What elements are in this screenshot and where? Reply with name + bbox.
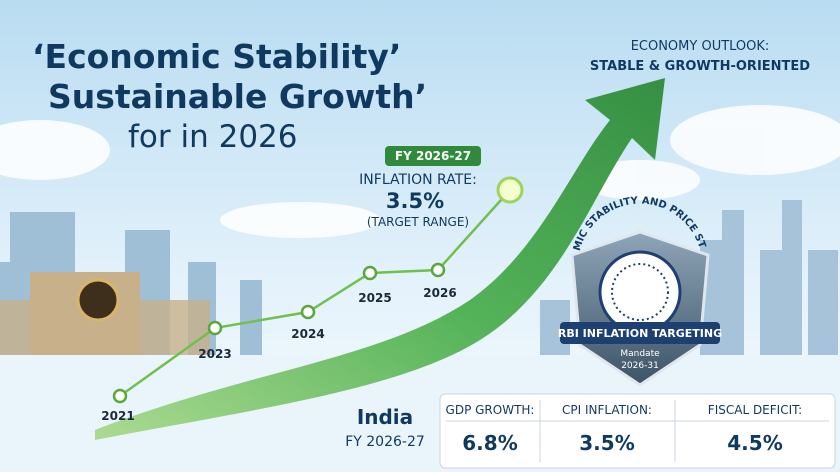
badge-sub: Mandate bbox=[620, 349, 660, 359]
metric-value: 6.8% bbox=[462, 431, 517, 455]
year-label: 2026 bbox=[423, 286, 456, 300]
callout-tag-bg bbox=[385, 146, 481, 166]
growth-arrow bbox=[95, 78, 665, 440]
title-line: Sustainable Growth’ bbox=[48, 77, 427, 116]
year-label: 2024 bbox=[291, 327, 324, 341]
metric-label: FISCAL DEFICIT: bbox=[708, 403, 802, 417]
badge-banner: RBI INFLATION TARGETING bbox=[558, 327, 722, 340]
badge-banner-bg bbox=[560, 322, 720, 344]
year-label: 2025 bbox=[358, 291, 391, 305]
metric-value: 4.5% bbox=[727, 431, 782, 455]
year-label: 2023 bbox=[198, 347, 231, 361]
outlook-label: ECONOMY OUTLOOK: bbox=[631, 39, 770, 54]
badge-spokes bbox=[611, 263, 669, 321]
timeline-points bbox=[112, 262, 446, 404]
timeline-line bbox=[119, 189, 511, 398]
callout-tag: FY 2026-27 bbox=[395, 149, 471, 163]
country: India bbox=[357, 405, 413, 429]
title-line: for in 2026 bbox=[128, 119, 298, 155]
metric-label: CPI INFLATION: bbox=[562, 403, 652, 417]
rbi-emblem bbox=[76, 278, 120, 322]
badge-years: 2026-31 bbox=[621, 361, 659, 371]
metric-value: 3.5% bbox=[579, 431, 634, 455]
highlight-point bbox=[496, 176, 524, 204]
metric-label: GDP GROWTH: bbox=[446, 403, 535, 417]
callout-label: INFLATION RATE: bbox=[359, 172, 477, 188]
callout-value: 3.5% bbox=[386, 189, 444, 213]
summary-panel bbox=[439, 393, 836, 469]
year-label: 2021 bbox=[101, 409, 134, 423]
title-line: ‘Economic Stability’ bbox=[32, 37, 401, 76]
clouds bbox=[0, 105, 840, 238]
callout-note: (TARGET RANGE) bbox=[367, 215, 469, 229]
period: FY 2026-27 bbox=[345, 434, 425, 450]
outlook-value: STABLE & GROWTH-ORIENTED bbox=[590, 59, 810, 74]
